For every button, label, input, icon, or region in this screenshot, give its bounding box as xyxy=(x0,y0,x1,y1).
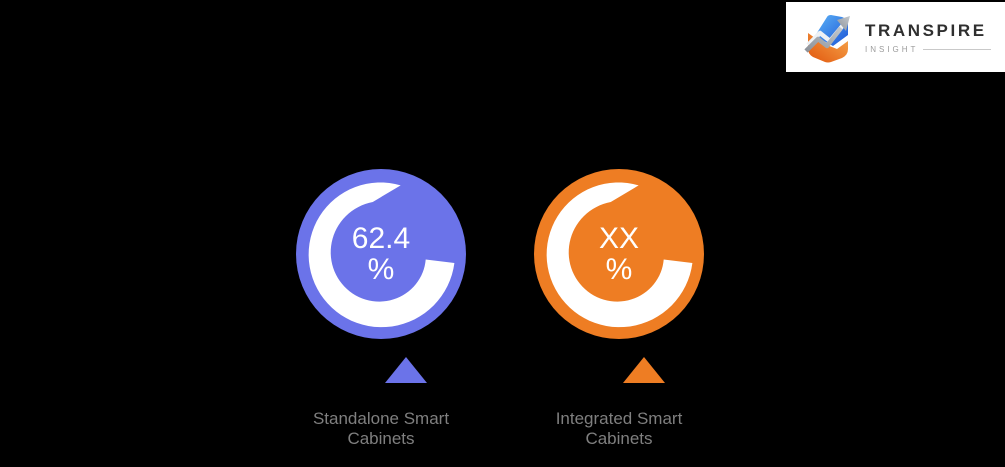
gauge-standalone-smart-cabinets: 62.4 % Standalone Smart Cabinets xyxy=(271,169,491,464)
transpire-logo-icon xyxy=(804,15,850,63)
gauge-value: 62.4 % xyxy=(296,169,466,339)
gauge-value-percent-sign: % xyxy=(367,253,395,286)
logo-sub-name: INSIGHT xyxy=(865,44,919,54)
pointer-triangle xyxy=(623,357,665,383)
gauge-ring-arc xyxy=(308,182,455,328)
gauge-value-number: XX xyxy=(598,222,640,255)
logo-text: TRANSPIRE INSIGHT xyxy=(865,21,1005,54)
logo-brand-name: TRANSPIRE xyxy=(865,20,987,40)
gauge-circle xyxy=(296,169,466,339)
logo: TRANSPIRE INSIGHT xyxy=(786,2,1005,72)
gauge-label: Integrated Smart Cabinets xyxy=(555,409,683,448)
gauge-ring-arc xyxy=(546,182,693,328)
ring-path xyxy=(546,182,693,328)
gauge-circle xyxy=(534,169,704,339)
gauge-value: XX % xyxy=(534,169,704,339)
logo-rule xyxy=(923,48,991,50)
gauge-value-number: 62.4 xyxy=(351,222,411,255)
ring-path xyxy=(308,182,455,328)
gauge-value-percent-sign: % xyxy=(605,253,633,286)
pointer-triangle xyxy=(385,357,427,383)
gauge-integrated-smart-cabinets: XX % Integrated Smart Cabinets xyxy=(509,169,729,464)
gauge-label: Standalone Smart Cabinets xyxy=(312,409,450,448)
logo-subrow: INSIGHT xyxy=(865,45,997,54)
